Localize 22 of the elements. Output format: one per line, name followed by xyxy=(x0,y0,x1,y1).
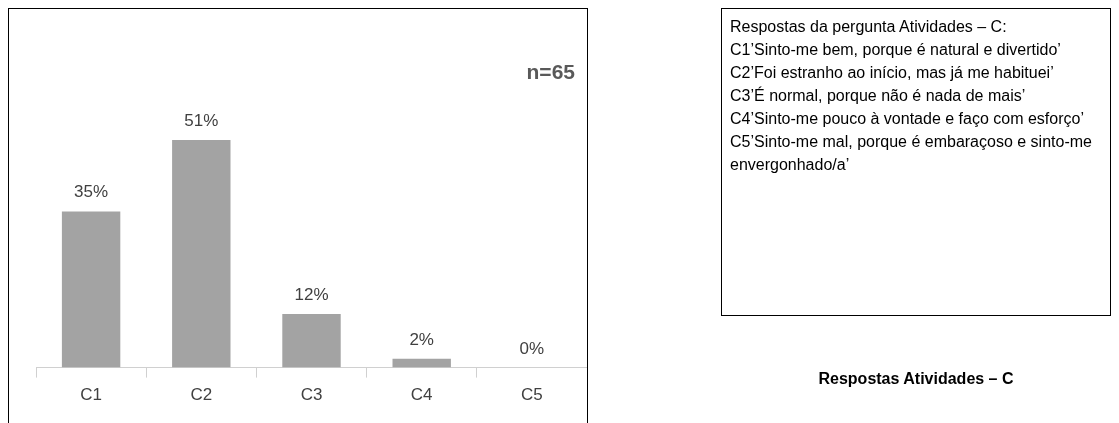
bar xyxy=(172,140,231,368)
text: C4’Sinto-me pouco à vontade e faço com esforço’ xyxy=(730,109,1085,129)
text: Respostas da pergunta Atividades – C: xyxy=(730,17,1008,37)
x-tick-label: C3 xyxy=(300,385,323,405)
bar xyxy=(282,314,341,368)
data-label: 2% xyxy=(409,329,434,349)
bar xyxy=(392,358,451,368)
text: n=65 xyxy=(526,60,576,83)
x-tick-label: C1 xyxy=(80,385,102,405)
x-tick-label: C2 xyxy=(190,385,213,405)
data-label: 0% xyxy=(519,338,545,358)
x-tick-label: C4 xyxy=(410,385,433,405)
x-tick-label: C5 xyxy=(521,385,543,405)
data-label: 51% xyxy=(184,111,219,131)
data-label: 12% xyxy=(294,285,329,305)
text: C2’Foi estranho ao início, mas já me habituei’ xyxy=(730,63,1055,83)
text: Respostas Atividades – C xyxy=(817,370,1015,388)
bar xyxy=(61,211,121,368)
text: C3’É normal, porque não é nada de mais’ xyxy=(730,85,1027,106)
data-label: 35% xyxy=(74,182,109,202)
text: C5’Sinto-me mal, porque é embaraçoso e sinto-me envergonhado/a’ xyxy=(730,132,1093,175)
text: C1’Sinto-me bem, porque é natural e divertido’ xyxy=(730,40,1062,60)
